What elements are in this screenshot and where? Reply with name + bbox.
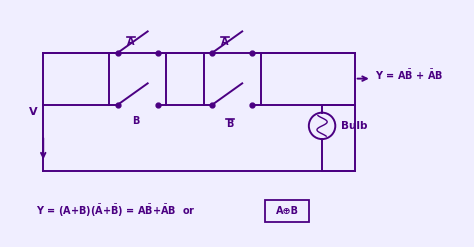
Text: B: B [226, 119, 234, 129]
Text: A⊕B: A⊕B [275, 206, 299, 216]
FancyBboxPatch shape [265, 200, 309, 222]
Text: V: V [28, 107, 37, 117]
Text: A: A [221, 37, 229, 47]
Text: Y = A$\bar{\mathregular{B}}$ + $\bar{\mathregular{A}}$B: Y = A$\bar{\mathregular{B}}$ + $\bar{\ma… [375, 68, 443, 82]
Text: Bulb: Bulb [341, 121, 367, 131]
Text: B: B [132, 116, 139, 126]
Text: Y = (A+B)($\bar{\mathregular{A}}$+$\bar{\mathregular{B}}$) = A$\bar{\mathregular: Y = (A+B)($\bar{\mathregular{A}}$+$\bar{… [36, 203, 196, 219]
Text: A: A [127, 37, 135, 47]
